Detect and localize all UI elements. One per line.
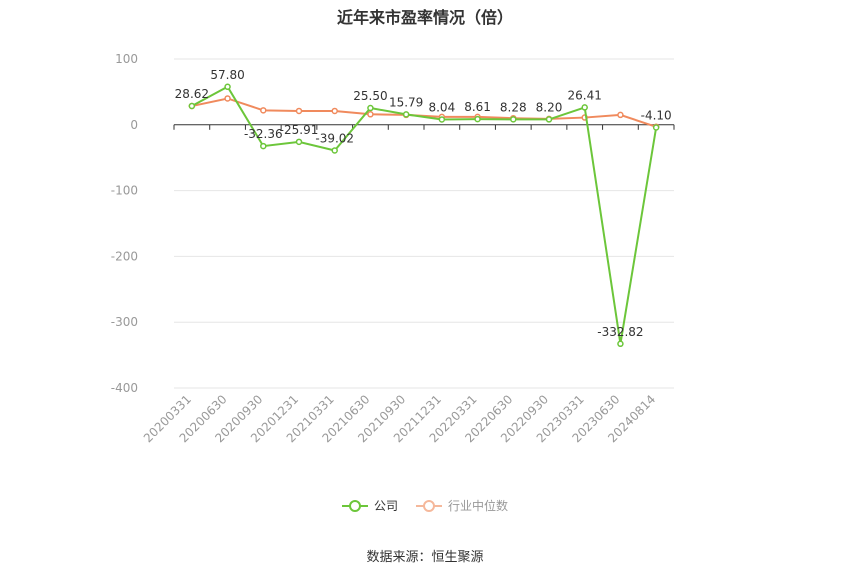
company-data-label: 8.28 bbox=[500, 100, 527, 114]
company-data-label: 8.20 bbox=[536, 100, 563, 114]
industry-point bbox=[617, 111, 624, 119]
company-data-label: -32.36 bbox=[244, 127, 283, 141]
y-tick-label: -200 bbox=[111, 249, 138, 263]
company-point bbox=[402, 111, 410, 118]
company-point bbox=[510, 116, 517, 123]
y-tick-label: -300 bbox=[111, 315, 138, 329]
legend: 公司 行业中位数 bbox=[0, 497, 850, 514]
industry-line bbox=[191, 97, 657, 128]
company-point bbox=[224, 83, 231, 91]
legend-item-company[interactable]: 公司 bbox=[341, 497, 398, 514]
company-point bbox=[367, 104, 374, 112]
grid-layer bbox=[174, 58, 674, 389]
y-tick-label: -400 bbox=[111, 381, 138, 395]
company-point bbox=[652, 124, 660, 131]
company-point bbox=[331, 147, 338, 154]
company-point bbox=[295, 138, 303, 146]
company-point bbox=[260, 142, 267, 150]
legend-item-industry[interactable]: 行业中位数 bbox=[416, 497, 508, 514]
industry-point bbox=[367, 111, 374, 118]
company-data-label: 15.79 bbox=[389, 95, 423, 109]
company-data-label: -39.02 bbox=[315, 131, 354, 145]
company-point bbox=[438, 116, 446, 123]
company-data-label: -332.82 bbox=[597, 325, 643, 339]
company-data-label: 57.80 bbox=[210, 68, 244, 82]
series-layer bbox=[188, 83, 660, 348]
legend-label-company: 公司 bbox=[373, 499, 398, 513]
industry-point bbox=[260, 107, 267, 114]
company-data-label: 26.41 bbox=[568, 88, 602, 102]
company-data-label: -4.10 bbox=[641, 108, 672, 122]
company-data-label: 25.50 bbox=[353, 89, 387, 103]
y-tick-label: 100 bbox=[115, 52, 138, 66]
company-data-label: 8.04 bbox=[428, 101, 455, 115]
legend-label-industry: 行业中位数 bbox=[448, 499, 509, 513]
company-data-label: 8.61 bbox=[464, 100, 491, 114]
company-point bbox=[474, 115, 481, 123]
company-data-label: -25.91 bbox=[280, 123, 319, 137]
company-point bbox=[617, 340, 624, 348]
legend-industry-marker bbox=[416, 499, 442, 512]
company-point bbox=[581, 104, 588, 111]
chart-title: 近年来市盈率情况（倍） bbox=[336, 8, 513, 27]
industry-point bbox=[224, 95, 231, 102]
y-tick-label: 0 bbox=[130, 118, 138, 132]
legend-company-marker bbox=[341, 499, 368, 512]
company-line bbox=[191, 85, 658, 344]
industry-point bbox=[331, 107, 338, 115]
industry-point bbox=[295, 107, 303, 115]
y-tick-label: -100 bbox=[111, 184, 138, 198]
data-source: 数据来源：恒生聚源 bbox=[366, 550, 484, 565]
company-point bbox=[545, 116, 553, 123]
company-data-label: 28.62 bbox=[175, 87, 209, 101]
company-point bbox=[188, 102, 196, 110]
